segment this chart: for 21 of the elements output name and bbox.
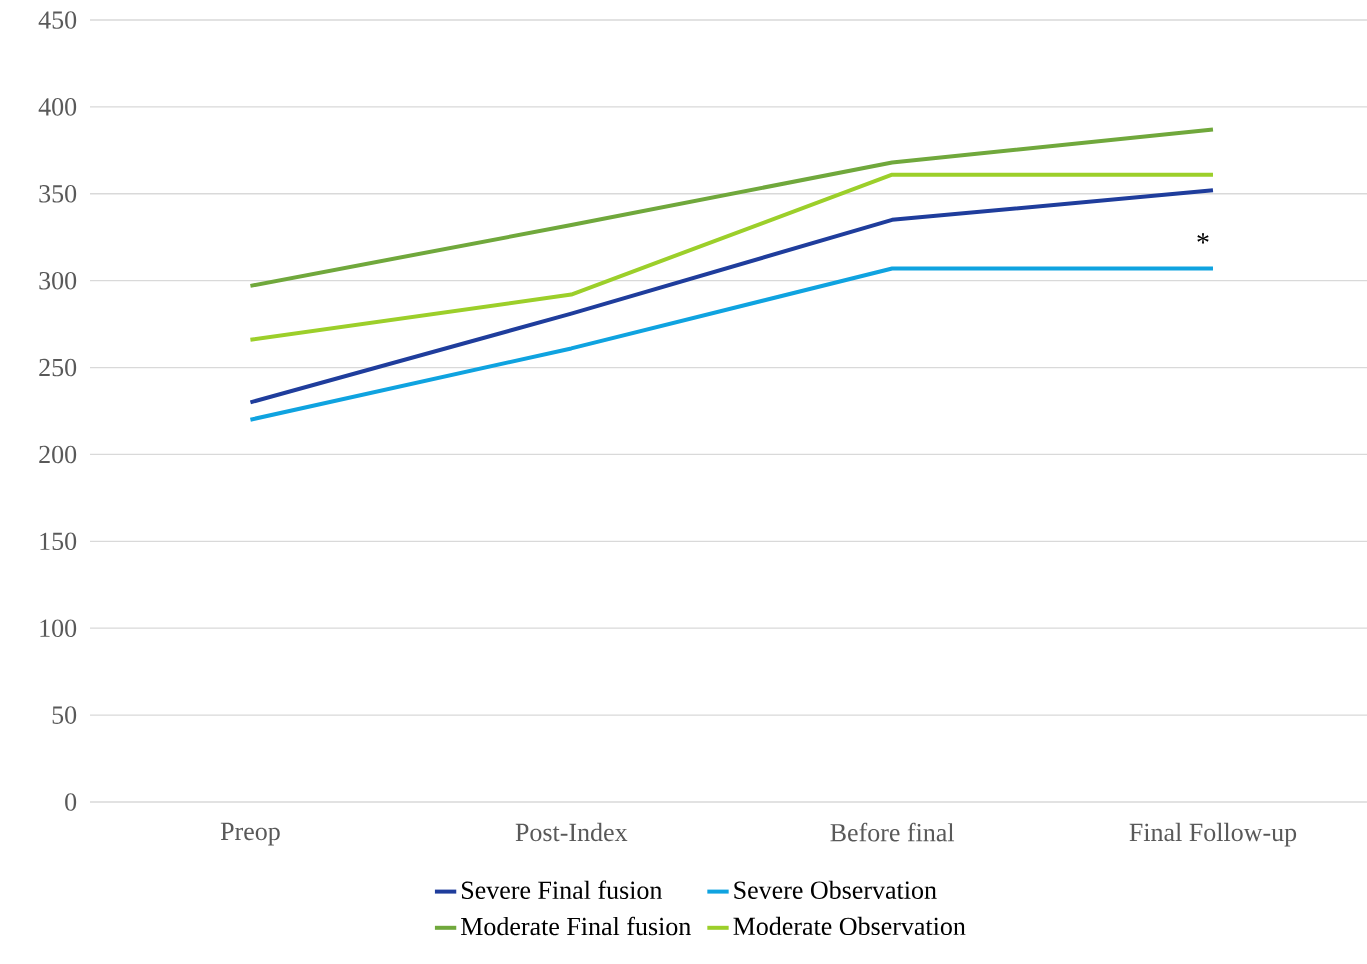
- line-series: [248, 188, 1215, 405]
- annotation: *: [1197, 233, 1209, 244]
- legend-label: Moderate Observation: [733, 916, 966, 936]
- y-tick-label: 350: [39, 184, 77, 203]
- y-tick-label: 300: [39, 271, 77, 290]
- y-tick-label: 400: [38, 98, 77, 116]
- y-tick-label: 50: [52, 706, 77, 724]
- x-tick-label: Post-Index: [515, 822, 628, 842]
- line-series: [248, 127, 1215, 288]
- x-tick-label: Preop: [220, 822, 280, 846]
- y-tick-label: 450: [38, 11, 77, 29]
- y-tick-label: 250: [39, 358, 77, 377]
- x-tick-label: Before final: [830, 822, 955, 842]
- x-tick-label: Final Follow-up: [1129, 822, 1297, 847]
- y-tick-label: 150: [40, 532, 77, 551]
- y-tick-label: 0: [65, 793, 77, 811]
- y-tick-label: 200: [39, 445, 77, 464]
- legend-label: Moderate Final fusion: [461, 916, 691, 936]
- legend-label: Severe Final fusion: [462, 880, 663, 900]
- legend-label: Severe Observation: [734, 880, 937, 899]
- y-tick-label: 100: [40, 619, 77, 637]
